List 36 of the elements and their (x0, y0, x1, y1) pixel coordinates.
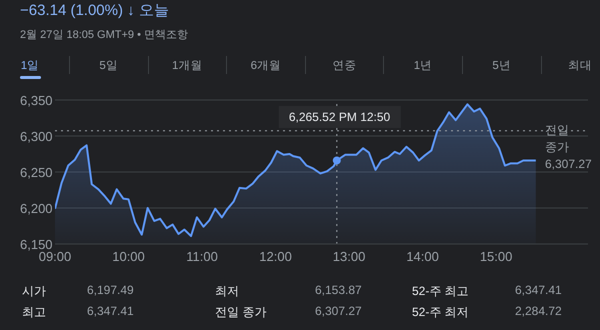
text: 연중 (331, 59, 358, 73)
annotation: 6,265.52 PM 12:50 (288, 110, 391, 124)
x-tick-label: 14:00 (406, 249, 439, 264)
y-tick-label: 6,300 (20, 129, 53, 144)
text: 6,153.87 (315, 283, 362, 297)
x-tick-label: 15:00 (480, 249, 512, 264)
x-tick-label: 09:00 (38, 249, 72, 264)
chart-title: −63.14 (1.00%) ↓ 오늘 (20, 1, 169, 20)
text: 6,347.41 (87, 304, 134, 318)
x-tick-label: 10:00 (112, 249, 145, 264)
chart-subtitle: 2월 27일 18:05 GMT+9 • 면책조항 (20, 28, 188, 42)
text: 최대 (567, 59, 594, 73)
y-tick-label: 6,150 (20, 237, 53, 252)
text: 52-주 최고 (412, 283, 469, 300)
text: 1개월 (170, 59, 204, 73)
text: 1일 (20, 59, 40, 73)
text: 1년 (412, 59, 434, 73)
text: 5일 (98, 59, 119, 73)
text: 최저 (215, 283, 239, 300)
text: 6개월 (250, 59, 282, 73)
ref-line-label: 전일 종가 6,307.27 (545, 122, 592, 171)
text: 6,347.41 (515, 283, 562, 297)
text: 52-주 최저 (412, 304, 469, 321)
text: 최고 (22, 304, 46, 321)
text: 6,307.27 (315, 304, 362, 318)
text: 시가 (22, 283, 46, 300)
text: 2,284.72 (515, 304, 562, 318)
y-tick-label: 6,350 (20, 93, 53, 108)
x-tick-label: 13:00 (332, 249, 366, 264)
text: 5년 (491, 59, 512, 73)
y-tick-label: 6,200 (20, 201, 53, 216)
x-tick-label: 12:00 (259, 249, 292, 264)
text: 6,197.49 (87, 283, 134, 297)
text: 전일 종가 (215, 304, 266, 321)
y-tick-label: 6,250 (20, 165, 53, 180)
x-tick-label: 11:00 (186, 249, 218, 264)
